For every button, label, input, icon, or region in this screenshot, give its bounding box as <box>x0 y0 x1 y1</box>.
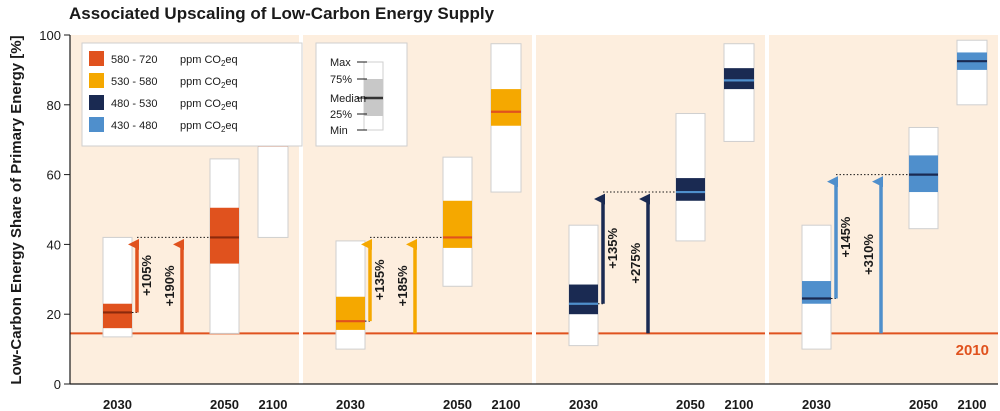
x-tick-label-2030: 2030 <box>802 397 831 411</box>
iqr-box-2050 <box>210 207 239 264</box>
legend-unit-sub: 2 <box>221 81 226 90</box>
y-tick-label-60: 60 <box>47 168 61 183</box>
increase-label-short: +135% <box>605 228 620 269</box>
y-axis: 0 20 40 60 80 100 <box>39 28 998 392</box>
legend-unit-main: ppm CO <box>180 76 221 88</box>
legend-unit-tail: eq <box>225 98 237 110</box>
x-tick-label-2030: 2030 <box>103 397 132 411</box>
x-tick-label-2050: 2050 <box>443 397 472 411</box>
statistic-legend: Max 75% Median 25% Min <box>315 42 408 147</box>
y-tick-label-80: 80 <box>47 98 61 113</box>
increase-label-long: +275% <box>628 242 643 283</box>
x-tick-label-2050: 2050 <box>676 397 705 411</box>
iqr-box-2050 <box>676 178 705 201</box>
range-box-2100 <box>956 39 988 106</box>
panel-3: 2030 2050 2100 +135% +275% <box>536 35 765 411</box>
legend-unit-tail: eq <box>225 76 237 88</box>
increase-label-long: +310% <box>861 234 876 275</box>
category-legend-box <box>81 42 303 147</box>
legend-unit-2: ppm CO2eq <box>180 76 238 90</box>
iqr-box-2100 <box>491 89 521 126</box>
x-tick-label-2030: 2030 <box>336 397 365 411</box>
y-tick-label-0: 0 <box>54 377 61 392</box>
legend-unit-tail: eq <box>225 120 237 132</box>
y-tick-label-40: 40 <box>47 237 61 252</box>
legend-unit-3: ppm CO2eq <box>180 98 238 112</box>
legend-unit-sub: 2 <box>221 103 226 112</box>
legend-unit-main: ppm CO <box>180 54 221 66</box>
legend-unit-main: ppm CO <box>180 120 221 132</box>
legend-unit-sub: 2 <box>221 125 226 134</box>
legend-unit-4: ppm CO2eq <box>180 120 238 134</box>
range-box-2030 <box>335 240 366 350</box>
statistic-legend-label-5: Min <box>330 125 348 137</box>
x-tick-label-2100: 2100 <box>259 397 288 411</box>
x-tick-label-2030: 2030 <box>569 397 598 411</box>
panel-4: 2030 2050 2100 +145% +310% <box>769 35 998 411</box>
x-tick-label-2050: 2050 <box>909 397 938 411</box>
statistic-legend-label-2: 75% <box>330 74 352 86</box>
iqr-box-2100 <box>724 68 754 90</box>
iqr-box-2030 <box>103 303 132 329</box>
iqr-box-2030 <box>569 284 598 315</box>
statistic-legend-label-1: Max <box>330 57 351 69</box>
statistic-legend-box <box>315 42 408 147</box>
statistic-legend-label-3: Median <box>330 93 366 105</box>
y-tick-label-20: 20 <box>47 307 61 322</box>
increase-label-short: +135% <box>372 259 387 300</box>
legend-swatch-1 <box>89 51 104 66</box>
legend-swatch-3 <box>89 95 104 110</box>
legend-unit-main: ppm CO <box>180 98 221 110</box>
iqr-box-2030 <box>336 296 365 330</box>
legend-range-2: 530 - 580 <box>111 76 157 88</box>
x-tick-label-2100: 2100 <box>958 397 987 411</box>
y-tick-label-100: 100 <box>39 28 61 43</box>
legend-range-4: 430 - 480 <box>111 120 157 132</box>
legend-unit-1: ppm CO2eq <box>180 54 238 68</box>
increase-label-long: +190% <box>162 265 177 306</box>
baseline-label: 2010 <box>956 342 989 359</box>
x-tick-label-2050: 2050 <box>210 397 239 411</box>
increase-label-short: +105% <box>139 255 154 296</box>
x-tick-label-2100: 2100 <box>725 397 754 411</box>
legend-unit-sub: 2 <box>221 59 226 68</box>
legend-range-3: 480 - 530 <box>111 98 157 110</box>
range-box-2050 <box>675 113 706 242</box>
x-tick-label-2100: 2100 <box>492 397 521 411</box>
legend-swatch-4 <box>89 117 104 132</box>
increase-label-short: +145% <box>838 216 853 257</box>
iqr-box-2050 <box>443 200 472 248</box>
legend-range-1: 580 - 720 <box>111 54 157 66</box>
chart-title: Associated Upscaling of Low-Carbon Energ… <box>69 4 495 23</box>
legend-unit-tail: eq <box>225 54 237 66</box>
chart-panels: 2030 2050 2100 +105% +190% 2030 2050 2100 +135% +… <box>70 35 998 411</box>
statistic-legend-label-4: 25% <box>330 109 352 121</box>
legend-swatch-2 <box>89 73 104 88</box>
increase-label-long: +185% <box>395 265 410 306</box>
range-box-2100 <box>723 43 755 142</box>
iqr-box-2030 <box>802 281 831 304</box>
y-axis-label: Low-Carbon Energy Share of Primary Energ… <box>8 35 25 384</box>
